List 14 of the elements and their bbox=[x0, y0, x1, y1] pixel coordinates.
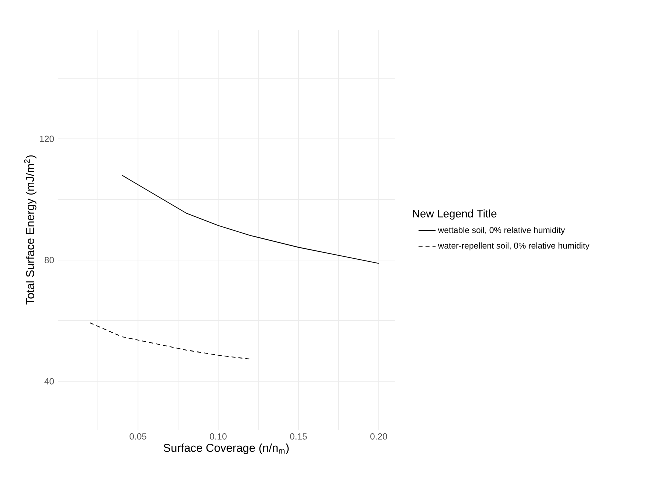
line-series bbox=[122, 175, 380, 264]
legend-title: New Legend Title bbox=[413, 210, 497, 220]
text: 0.10 bbox=[210, 434, 227, 440]
line-series bbox=[90, 322, 251, 360]
x-tick-label: 0.05 bbox=[130, 434, 147, 440]
legend-label: wettable soil, 0% relative humidity bbox=[438, 227, 566, 235]
y-tick-label: 40 bbox=[44, 378, 54, 385]
y-tick-label: 120 bbox=[40, 136, 54, 142]
legend-label: water-repellent soil, 0% relative humidity bbox=[438, 242, 590, 251]
y-axis-title: Total Surface Energy (mJ/m$^{2}$) bbox=[24, 156, 37, 305]
text: 0.20 bbox=[370, 434, 388, 440]
x-tick-label: 0.15 bbox=[290, 434, 308, 440]
x-axis-title: Surface Coverage (n/n$_{m}$) bbox=[164, 444, 289, 454]
y-tick-label: 80 bbox=[44, 257, 54, 264]
